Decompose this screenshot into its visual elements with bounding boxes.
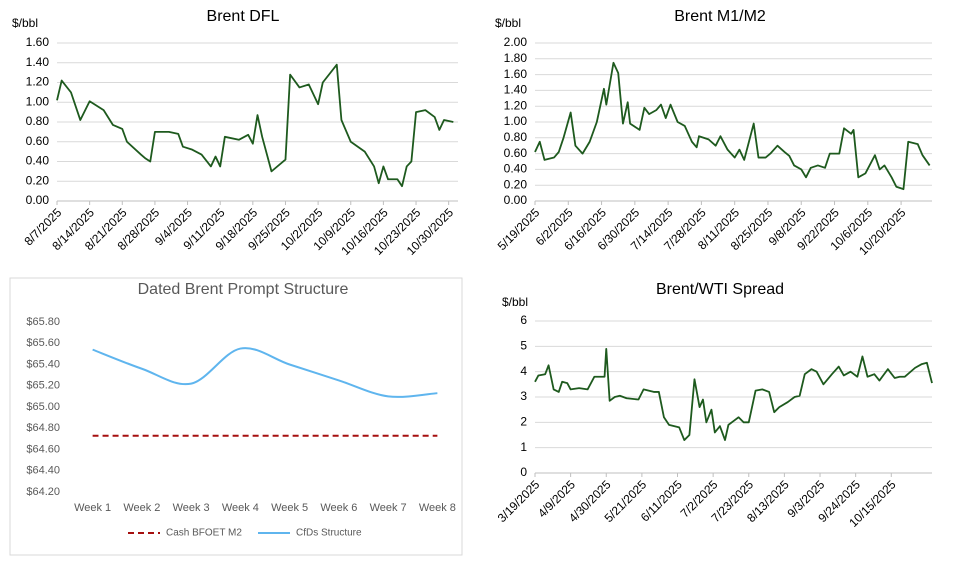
y-tick-label: 0.60 bbox=[26, 134, 50, 148]
y-tick-label: 0.40 bbox=[504, 162, 528, 176]
series-line bbox=[534, 347, 933, 441]
x-tick-label: Week 8 bbox=[419, 502, 456, 514]
y-tick-label: $64.60 bbox=[26, 443, 60, 455]
y-tick-label: 3 bbox=[520, 389, 527, 403]
series-line bbox=[534, 61, 931, 191]
y-tick-label: 1.00 bbox=[504, 114, 528, 128]
y-tick-label: 0.00 bbox=[26, 193, 50, 207]
y-axis-unit: $/bbl bbox=[502, 295, 528, 309]
y-tick-label: 0.60 bbox=[504, 146, 528, 160]
y-axis-unit: $/bbl bbox=[495, 16, 521, 30]
y-tick-label: 1.40 bbox=[26, 55, 50, 69]
chart-title: Dated Brent Prompt Structure bbox=[138, 281, 349, 298]
y-tick-label: 1 bbox=[520, 440, 527, 454]
y-tick-label: 1.20 bbox=[504, 98, 528, 112]
legend-label: CfDs Structure bbox=[296, 528, 362, 539]
y-tick-label: 1.60 bbox=[504, 67, 528, 81]
y-tick-label: $65.60 bbox=[26, 337, 60, 349]
x-tick-label: Week 4 bbox=[222, 502, 259, 514]
y-tick-label: $64.80 bbox=[26, 422, 60, 434]
x-tick-label: Week 5 bbox=[271, 502, 308, 514]
y-tick-label: 0.80 bbox=[26, 114, 50, 128]
x-tick-label: 5/19/2025 bbox=[495, 205, 543, 253]
x-tick-label: 3/19/2025 bbox=[495, 477, 543, 525]
y-tick-label: 1.00 bbox=[26, 94, 50, 108]
y-tick-label: 0.20 bbox=[26, 173, 50, 187]
y-tick-label: 6 bbox=[520, 313, 527, 327]
y-tick-label: 0.80 bbox=[504, 130, 528, 144]
series-line bbox=[56, 63, 454, 188]
y-tick-label: 1.60 bbox=[26, 35, 50, 49]
y-tick-label: 2.00 bbox=[504, 35, 528, 49]
y-tick-label: $65.40 bbox=[26, 358, 60, 370]
y-tick-label: $65.80 bbox=[26, 316, 60, 328]
y-tick-label: $65.00 bbox=[26, 401, 60, 413]
legend-label: Cash BFOET M2 bbox=[166, 528, 242, 539]
y-tick-label: $64.40 bbox=[26, 465, 60, 477]
y-tick-label: 4 bbox=[520, 364, 527, 378]
y-tick-label: 0.20 bbox=[504, 177, 528, 191]
y-tick-label: 5 bbox=[520, 339, 527, 353]
x-tick-label: Week 2 bbox=[123, 502, 160, 514]
y-tick-label: 2 bbox=[520, 415, 527, 429]
y-tick-label: 0 bbox=[520, 465, 527, 479]
y-tick-label: 1.40 bbox=[504, 83, 528, 97]
chart-border bbox=[9, 277, 463, 556]
y-tick-label: 1.80 bbox=[504, 51, 528, 65]
y-tick-label: 1.20 bbox=[26, 75, 50, 89]
y-tick-label: 0.00 bbox=[504, 193, 528, 207]
x-tick-label: Week 3 bbox=[173, 502, 210, 514]
x-tick-label: Week 7 bbox=[370, 502, 407, 514]
y-axis-unit: $/bbl bbox=[12, 16, 38, 30]
chart-title: Brent M1/M2 bbox=[674, 8, 766, 25]
chart-title: Brent DFL bbox=[207, 8, 280, 25]
x-tick-label: Week 6 bbox=[320, 502, 357, 514]
x-tick-label: Week 1 bbox=[74, 502, 111, 514]
y-tick-label: $64.20 bbox=[26, 486, 60, 498]
chart-title: Brent/WTI Spread bbox=[656, 281, 784, 298]
y-tick-label: 0.40 bbox=[26, 154, 50, 168]
series-line bbox=[92, 347, 438, 398]
y-tick-label: $65.20 bbox=[26, 380, 60, 392]
